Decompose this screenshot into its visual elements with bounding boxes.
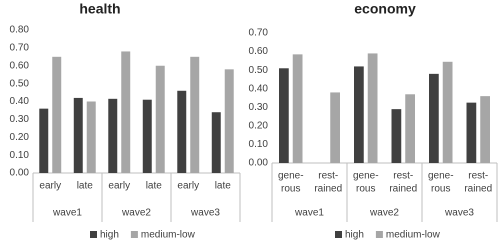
bar xyxy=(177,90,187,173)
bar xyxy=(39,108,49,173)
bar xyxy=(73,97,83,173)
bar xyxy=(466,102,477,163)
y-tick-label: 0.00 xyxy=(249,158,269,169)
x-tick-label: rest- xyxy=(468,171,488,182)
x-tick-label: early xyxy=(39,181,61,192)
x-tick-label: rained xyxy=(464,184,492,195)
y-tick-label: 0.60 xyxy=(10,60,30,71)
y-tick-label: 0.20 xyxy=(10,132,30,143)
legend-label: high xyxy=(100,230,119,241)
y-tick-label: 0.70 xyxy=(10,43,30,54)
x-tick-label: rous xyxy=(281,184,300,195)
bar xyxy=(121,51,131,174)
y-tick-label: 0.00 xyxy=(10,168,30,179)
bar xyxy=(330,92,340,163)
x-tick-label: rained xyxy=(314,184,342,195)
legend-swatch xyxy=(90,231,97,238)
bar xyxy=(367,53,378,163)
bar xyxy=(405,94,415,163)
bar xyxy=(429,73,439,163)
y-tick-label: 0.80 xyxy=(10,25,30,36)
x-tick-label: gene- xyxy=(278,171,304,182)
bar xyxy=(480,96,490,163)
x-tick-label: late xyxy=(77,181,94,192)
y-tick-label: 0.50 xyxy=(10,78,30,89)
group-label: wave1 xyxy=(52,208,82,219)
group-label: wave1 xyxy=(294,208,324,219)
chart-title: health xyxy=(79,1,120,17)
group-label: wave3 xyxy=(190,208,220,219)
bar xyxy=(52,56,62,173)
legend-swatch xyxy=(375,231,383,238)
bar xyxy=(86,101,96,173)
legend-swatch xyxy=(130,231,138,238)
x-tick-label: early xyxy=(108,181,130,192)
y-tick-label: 0.20 xyxy=(249,120,269,131)
group-label: wave3 xyxy=(444,208,474,219)
legend-label: medium-low xyxy=(386,230,441,241)
y-tick-label: 0.60 xyxy=(249,46,269,57)
legend-label: high xyxy=(345,230,364,241)
x-tick-label: rained xyxy=(389,184,417,195)
x-tick-label: rous xyxy=(356,184,375,195)
legend-swatch xyxy=(335,231,342,238)
y-tick-label: 0.10 xyxy=(249,139,269,150)
y-tick-label: 0.30 xyxy=(10,114,30,125)
x-tick-label: rest- xyxy=(393,171,413,182)
bar xyxy=(190,56,200,173)
group-label: wave2 xyxy=(121,208,151,219)
chart-title: economy xyxy=(354,1,416,17)
x-tick-label: rous xyxy=(431,184,450,195)
y-tick-label: 0.40 xyxy=(10,96,30,107)
bar xyxy=(391,109,402,163)
x-tick-label: late xyxy=(215,181,232,192)
x-tick-label: rest- xyxy=(318,171,338,182)
group-label: wave2 xyxy=(369,208,399,219)
y-tick-label: 0.10 xyxy=(10,150,30,161)
bar xyxy=(211,112,221,173)
bar xyxy=(224,69,234,173)
y-tick-label: 0.50 xyxy=(249,65,269,76)
x-tick-label: gene- xyxy=(428,171,454,182)
x-tick-label: early xyxy=(177,181,199,192)
bar xyxy=(442,61,453,163)
x-tick-label: gene- xyxy=(353,171,379,182)
bar xyxy=(108,98,118,173)
bar xyxy=(292,54,303,163)
legend-label: medium-low xyxy=(141,230,196,241)
bar xyxy=(155,65,165,173)
bar xyxy=(354,66,364,163)
bar xyxy=(279,68,289,163)
y-tick-label: 0.40 xyxy=(249,83,269,94)
y-tick-label: 0.30 xyxy=(249,102,269,113)
x-tick-label: late xyxy=(146,181,163,192)
y-tick-label: 0.70 xyxy=(249,28,269,39)
bar xyxy=(142,99,152,173)
